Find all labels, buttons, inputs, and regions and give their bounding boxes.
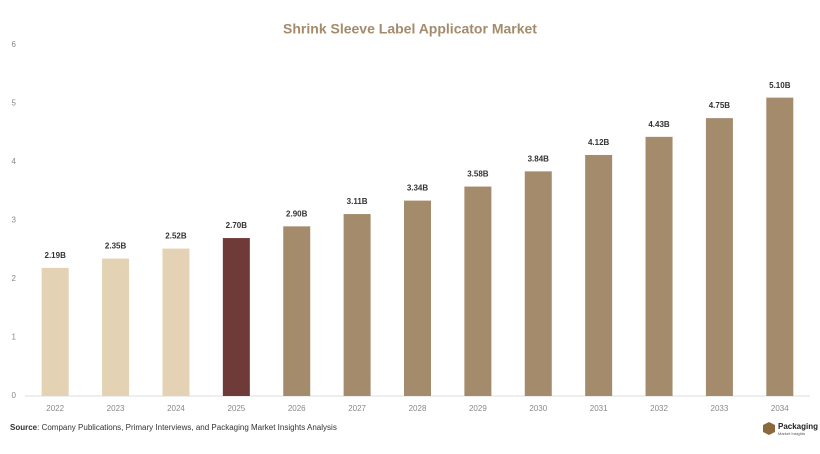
bar <box>464 186 492 396</box>
logo-subtitle: Market Insights <box>778 431 805 436</box>
x-tick-label: 2025 <box>227 404 245 413</box>
x-tick-label: 2028 <box>409 404 427 413</box>
y-tick-label: 6 <box>12 40 17 49</box>
y-tick-label: 1 <box>12 333 17 342</box>
source: Source: Company Publications, Primary In… <box>10 423 337 432</box>
value-label: 3.58B <box>467 170 489 179</box>
value-label: 3.84B <box>528 154 550 163</box>
source-label: Source <box>10 423 38 432</box>
x-tick-label: 2031 <box>590 404 608 413</box>
value-label: 2.70B <box>226 221 248 230</box>
bar <box>102 258 130 396</box>
value-label: 4.75B <box>709 101 731 110</box>
x-tick-label: 2026 <box>288 404 306 413</box>
value-label: 4.12B <box>588 138 610 147</box>
bar <box>645 136 673 396</box>
bar <box>41 267 69 396</box>
x-tick-label: 2033 <box>711 404 729 413</box>
y-tick-label: 4 <box>12 157 17 166</box>
chart-title: Shrink Sleeve Label Applicator Market <box>283 21 537 37</box>
value-label: 2.52B <box>165 232 187 241</box>
value-label: 3.34B <box>407 184 429 193</box>
bar <box>766 97 794 397</box>
x-tick-label: 2024 <box>167 404 185 413</box>
x-tick-label: 2027 <box>348 404 366 413</box>
x-tick-label: 2030 <box>529 404 547 413</box>
bar <box>705 118 733 396</box>
value-label: 2.35B <box>105 242 127 251</box>
x-tick-label: 2034 <box>771 404 789 413</box>
bar <box>283 226 311 396</box>
y-tick-label: 2 <box>12 274 17 283</box>
y-tick-label: 3 <box>12 216 17 225</box>
bar <box>585 154 613 396</box>
x-tick-label: 2029 <box>469 404 487 413</box>
value-label: 2.19B <box>45 251 67 260</box>
bar <box>343 214 371 396</box>
y-tick-label: 5 <box>12 99 17 108</box>
value-label: 5.10B <box>769 81 791 90</box>
logo-icon <box>763 422 775 435</box>
bar <box>404 200 431 396</box>
value-label: 2.90B <box>286 209 308 218</box>
x-tick-label: 2032 <box>650 404 668 413</box>
logo-title: Packaging <box>778 422 818 431</box>
logo: Packaging Market Insights <box>763 422 818 436</box>
value-label: 3.11B <box>347 197 368 206</box>
bar <box>524 171 552 396</box>
value-label: 4.43B <box>648 120 670 129</box>
bar <box>162 248 190 396</box>
bar <box>222 238 250 396</box>
source-text: : Company Publications, Primary Intervie… <box>37 423 337 432</box>
y-tick-label: 0 <box>12 391 17 400</box>
x-tick-label: 2023 <box>107 404 125 413</box>
x-tick-label: 2022 <box>46 404 64 413</box>
